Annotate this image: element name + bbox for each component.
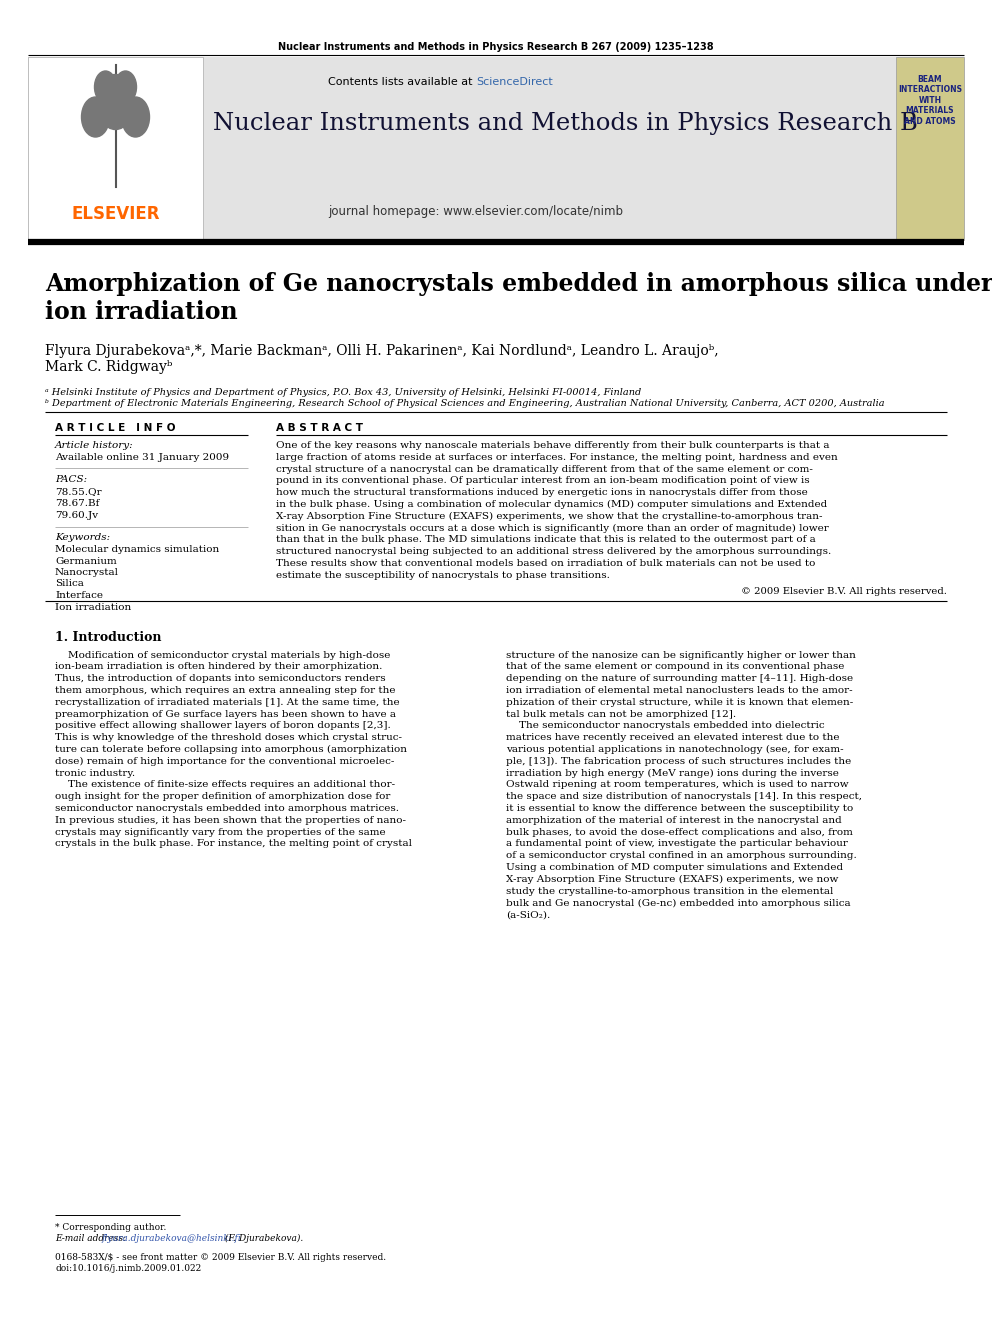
Text: sition in Ge nanocrystals occurs at a dose which is significantly (more than an : sition in Ge nanocrystals occurs at a do… bbox=[276, 524, 828, 533]
Text: 79.60.Jv: 79.60.Jv bbox=[55, 511, 98, 520]
Text: of a semiconductor crystal confined in an amorphous surrounding.: of a semiconductor crystal confined in a… bbox=[506, 851, 857, 860]
Text: Nuclear Instruments and Methods in Physics Research B 267 (2009) 1235–1238: Nuclear Instruments and Methods in Physi… bbox=[278, 42, 714, 52]
Ellipse shape bbox=[94, 71, 116, 103]
Text: One of the key reasons why nanoscale materials behave differently from their bul: One of the key reasons why nanoscale mat… bbox=[276, 441, 829, 450]
Text: Modification of semiconductor crystal materials by high-dose: Modification of semiconductor crystal ma… bbox=[55, 651, 391, 660]
Text: Article history:: Article history: bbox=[55, 441, 134, 450]
Text: large fraction of atoms reside at surfaces or interfaces. For instance, the melt: large fraction of atoms reside at surfac… bbox=[276, 452, 838, 462]
Text: A B S T R A C T: A B S T R A C T bbox=[276, 423, 363, 433]
Text: Germanium: Germanium bbox=[55, 557, 117, 565]
Text: Available online 31 January 2009: Available online 31 January 2009 bbox=[55, 452, 229, 462]
Ellipse shape bbox=[114, 71, 137, 103]
Text: The semiconductor nanocrystals embedded into dielectric: The semiconductor nanocrystals embedded … bbox=[506, 721, 824, 730]
Text: PACS:: PACS: bbox=[55, 475, 87, 484]
Text: ple, [13]). The fabrication process of such structures includes the: ple, [13]). The fabrication process of s… bbox=[506, 757, 851, 766]
Text: study the crystalline-to-amorphous transition in the elemental: study the crystalline-to-amorphous trans… bbox=[506, 886, 833, 896]
Text: doi:10.1016/j.nimb.2009.01.022: doi:10.1016/j.nimb.2009.01.022 bbox=[55, 1263, 201, 1273]
Text: Nanocrystal: Nanocrystal bbox=[55, 568, 119, 577]
Text: crystals may significantly vary from the properties of the same: crystals may significantly vary from the… bbox=[55, 828, 386, 836]
Text: Keywords:: Keywords: bbox=[55, 533, 110, 542]
Text: © 2009 Elsevier B.V. All rights reserved.: © 2009 Elsevier B.V. All rights reserved… bbox=[741, 586, 947, 595]
Text: structured nanocrystal being subjected to an additional stress delivered by the : structured nanocrystal being subjected t… bbox=[276, 548, 831, 556]
Text: 1. Introduction: 1. Introduction bbox=[55, 631, 162, 643]
Text: E-mail address:: E-mail address: bbox=[55, 1234, 129, 1244]
Text: Ostwald ripening at room temperatures, which is used to narrow: Ostwald ripening at room temperatures, w… bbox=[506, 781, 848, 790]
Bar bbox=[28, 57, 964, 239]
Ellipse shape bbox=[96, 74, 135, 130]
Text: ᵃ Helsinki Institute of Physics and Department of Physics, P.O. Box 43, Universi: ᵃ Helsinki Institute of Physics and Depa… bbox=[45, 388, 641, 397]
Text: it is essential to know the difference between the susceptibility to: it is essential to know the difference b… bbox=[506, 804, 853, 814]
Text: crystal structure of a nanocrystal can be dramatically different from that of th: crystal structure of a nanocrystal can b… bbox=[276, 464, 812, 474]
Text: positive effect allowing shallower layers of boron dopants [2,3].: positive effect allowing shallower layer… bbox=[55, 721, 391, 730]
Text: ᵇ Department of Electronic Materials Engineering, Research School of Physical Sc: ᵇ Department of Electronic Materials Eng… bbox=[45, 400, 885, 407]
Text: phization of their crystal structure, while it is known that elemen-: phization of their crystal structure, wh… bbox=[506, 697, 853, 706]
Text: ion irradiation: ion irradiation bbox=[45, 300, 238, 324]
Text: than that in the bulk phase. The MD simulations indicate that this is related to: than that in the bulk phase. The MD simu… bbox=[276, 536, 815, 544]
Text: Silica: Silica bbox=[55, 579, 84, 589]
Text: (F. Djurabekova).: (F. Djurabekova). bbox=[222, 1234, 304, 1244]
Text: tronic industry.: tronic industry. bbox=[55, 769, 135, 778]
Text: ELSEVIER: ELSEVIER bbox=[71, 205, 160, 224]
Text: X-ray Absorption Fine Structure (EXAFS) experiments, we show that the crystallin: X-ray Absorption Fine Structure (EXAFS) … bbox=[276, 512, 822, 521]
Text: recrystallization of irradiated materials [1]. At the same time, the: recrystallization of irradiated material… bbox=[55, 697, 400, 706]
Text: A R T I C L E   I N F O: A R T I C L E I N F O bbox=[55, 423, 176, 433]
Text: ion-beam irradiation is often hindered by their amorphization.: ion-beam irradiation is often hindered b… bbox=[55, 663, 382, 671]
Text: how much the structural transformations induced by energetic ions in nanocrystal: how much the structural transformations … bbox=[276, 488, 807, 497]
Text: bulk and Ge nanocrystal (Ge-nc) embedded into amorphous silica: bulk and Ge nanocrystal (Ge-nc) embedded… bbox=[506, 898, 850, 908]
Text: matrices have recently received an elevated interest due to the: matrices have recently received an eleva… bbox=[506, 733, 839, 742]
Text: 0168-583X/$ - see front matter © 2009 Elsevier B.V. All rights reserved.: 0168-583X/$ - see front matter © 2009 El… bbox=[55, 1253, 386, 1262]
Text: In previous studies, it has been shown that the properties of nano-: In previous studies, it has been shown t… bbox=[55, 816, 406, 824]
Text: bulk phases, to avoid the dose-effect complications and also, from: bulk phases, to avoid the dose-effect co… bbox=[506, 828, 853, 836]
Text: flyura.djurabekova@helsinki.fi: flyura.djurabekova@helsinki.fi bbox=[102, 1234, 242, 1244]
Text: Thus, the introduction of dopants into semiconductors renders: Thus, the introduction of dopants into s… bbox=[55, 675, 386, 683]
Text: estimate the susceptibility of nanocrystals to phase transitions.: estimate the susceptibility of nanocryst… bbox=[276, 570, 610, 579]
Text: Molecular dynamics simulation: Molecular dynamics simulation bbox=[55, 545, 219, 554]
Text: BEAM
INTERACTIONS
WITH
MATERIALS
AND ATOMS: BEAM INTERACTIONS WITH MATERIALS AND ATO… bbox=[898, 75, 962, 126]
Text: * Corresponding author.: * Corresponding author. bbox=[55, 1222, 167, 1232]
Text: Using a combination of MD computer simulations and Extended: Using a combination of MD computer simul… bbox=[506, 863, 843, 872]
Text: various potential applications in nanotechnology (see, for exam-: various potential applications in nanote… bbox=[506, 745, 843, 754]
Text: 78.67.Bf: 78.67.Bf bbox=[55, 499, 99, 508]
Text: Flyura Djurabekovaᵃ,*, Marie Backmanᵃ, Olli H. Pakarinenᵃ, Kai Nordlundᵃ, Leandr: Flyura Djurabekovaᵃ,*, Marie Backmanᵃ, O… bbox=[45, 344, 718, 359]
Text: crystals in the bulk phase. For instance, the melting point of crystal: crystals in the bulk phase. For instance… bbox=[55, 839, 412, 848]
Text: tal bulk metals can not be amorphized [12].: tal bulk metals can not be amorphized [1… bbox=[506, 709, 736, 718]
Text: dose) remain of high importance for the conventional microelec-: dose) remain of high importance for the … bbox=[55, 757, 395, 766]
Text: a fundamental point of view, investigate the particular behaviour: a fundamental point of view, investigate… bbox=[506, 839, 848, 848]
Text: journal homepage: www.elsevier.com/locate/nimb: journal homepage: www.elsevier.com/locat… bbox=[328, 205, 624, 218]
Text: pound in its conventional phase. Of particular interest from an ion-beam modific: pound in its conventional phase. Of part… bbox=[276, 476, 809, 486]
Text: depending on the nature of surrounding matter [4–11]. High-dose: depending on the nature of surrounding m… bbox=[506, 675, 853, 683]
Text: Mark C. Ridgwayᵇ: Mark C. Ridgwayᵇ bbox=[45, 360, 173, 374]
Text: X-ray Absorption Fine Structure (EXAFS) experiments, we now: X-ray Absorption Fine Structure (EXAFS) … bbox=[506, 875, 838, 884]
Text: ture can tolerate before collapsing into amorphous (amorphization: ture can tolerate before collapsing into… bbox=[55, 745, 407, 754]
Text: Interface: Interface bbox=[55, 591, 103, 601]
Ellipse shape bbox=[81, 97, 109, 138]
Bar bbox=[896, 57, 964, 239]
Ellipse shape bbox=[121, 97, 150, 138]
Bar bbox=[28, 57, 203, 239]
Text: These results show that conventional models based on irradiation of bulk materia: These results show that conventional mod… bbox=[276, 560, 815, 568]
Text: ion irradiation of elemental metal nanoclusters leads to the amor-: ion irradiation of elemental metal nanoc… bbox=[506, 687, 853, 695]
Text: ScienceDirect: ScienceDirect bbox=[476, 77, 553, 87]
Text: that of the same element or compound in its conventional phase: that of the same element or compound in … bbox=[506, 663, 844, 671]
Text: ough insight for the proper definition of amorphization dose for: ough insight for the proper definition o… bbox=[55, 792, 391, 802]
Text: Nuclear Instruments and Methods in Physics Research B: Nuclear Instruments and Methods in Physi… bbox=[213, 112, 918, 135]
Text: Ion irradiation: Ion irradiation bbox=[55, 602, 131, 611]
Text: irradiation by high energy (MeV range) ions during the inverse: irradiation by high energy (MeV range) i… bbox=[506, 769, 839, 778]
Text: amorphization of the material of interest in the nanocrystal and: amorphization of the material of interes… bbox=[506, 816, 842, 824]
Text: in the bulk phase. Using a combination of molecular dynamics (MD) computer simul: in the bulk phase. Using a combination o… bbox=[276, 500, 827, 509]
Text: Amorphization of Ge nanocrystals embedded in amorphous silica under: Amorphization of Ge nanocrystals embedde… bbox=[45, 273, 992, 296]
Text: The existence of finite-size effects requires an additional thor-: The existence of finite-size effects req… bbox=[55, 781, 395, 790]
Text: preamorphization of Ge surface layers has been shown to have a: preamorphization of Ge surface layers ha… bbox=[55, 709, 396, 718]
Text: structure of the nanosize can be significantly higher or lower than: structure of the nanosize can be signifi… bbox=[506, 651, 856, 660]
Text: Contents lists available at: Contents lists available at bbox=[328, 77, 476, 87]
Text: (a-SiO₂).: (a-SiO₂). bbox=[506, 910, 551, 919]
Text: semiconductor nanocrystals embedded into amorphous matrices.: semiconductor nanocrystals embedded into… bbox=[55, 804, 399, 814]
Text: 78.55.Qr: 78.55.Qr bbox=[55, 487, 101, 496]
Text: the space and size distribution of nanocrystals [14]. In this respect,: the space and size distribution of nanoc… bbox=[506, 792, 862, 802]
Text: This is why knowledge of the threshold doses which crystal struc-: This is why knowledge of the threshold d… bbox=[55, 733, 402, 742]
Text: them amorphous, which requires an extra annealing step for the: them amorphous, which requires an extra … bbox=[55, 687, 396, 695]
